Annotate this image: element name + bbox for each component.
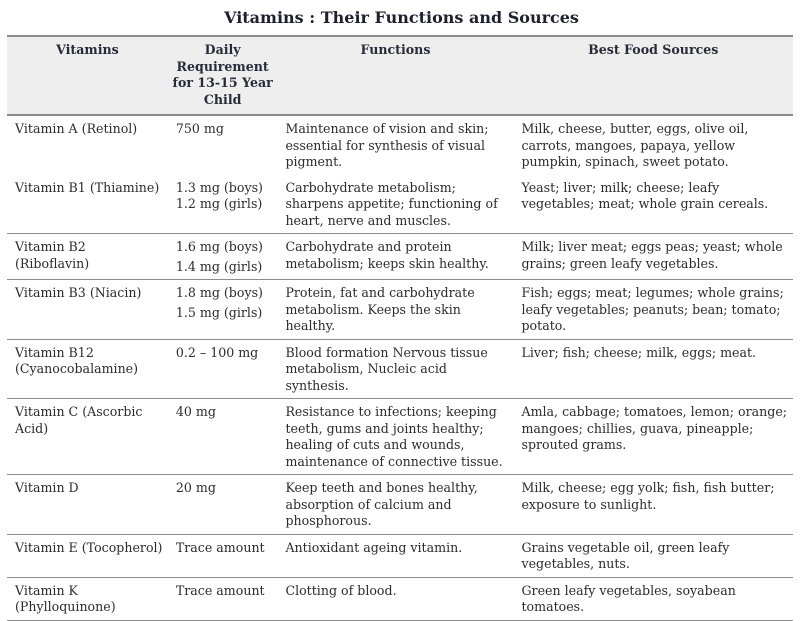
- requirement-cell: 0.2 – 100 mg: [168, 339, 278, 399]
- table-header-row: Vitamins Daily Requirement for 13-15 Yea…: [7, 36, 793, 115]
- sources-cell: Milk; liver meat; eggs peas; yeast; whol…: [521, 239, 783, 271]
- page-title: Vitamins : Their Functions and Sources: [224, 8, 579, 27]
- table-row: Vitamin C (Ascorbic Acid) 40 mg Resistance…: [7, 399, 793, 475]
- table-row: Vitamin A (Retinol) 750 mg Maintenance of …: [7, 115, 793, 175]
- requirement-value: 20 mg: [175, 480, 216, 495]
- requirement-cell: 750 mg: [168, 115, 278, 175]
- vitamin-name-cell: Vitamin D: [15, 480, 79, 495]
- header-sources: Best Food Sources: [588, 42, 719, 57]
- requirement-value: Trace amount: [175, 539, 265, 555]
- sources-cell: Milk, cheese; egg yolk; fish, fish butte…: [521, 480, 775, 512]
- requirement-value: 0.2 – 100 mg: [175, 344, 259, 360]
- requirement-cell: Trace amount: [168, 534, 278, 577]
- requirement-cell: 20 mg: [168, 475, 278, 535]
- table-row: Vitamin E (Tocopherol) Trace amount Antiox…: [7, 534, 793, 577]
- sources-cell: Green leafy vegetables, soyabean tomatoe…: [521, 582, 736, 615]
- sources-cell: Amla, cabbage; tomatoes, lemon; orange; …: [521, 404, 788, 452]
- functions-cell: Resistance to infections; keeping teeth,…: [285, 404, 503, 469]
- vitamin-name-cell: Vitamin E (Tocopherol): [15, 539, 163, 555]
- requirement-value: 1.6 mg (boys): [175, 239, 263, 254]
- requirement-value: 1.3 mg (boys): [175, 179, 263, 195]
- requirement-value: 1.8 mg (boys): [175, 285, 263, 300]
- requirement-cell: 40 mg: [168, 399, 278, 475]
- requirement-value: Trace amount: [175, 582, 265, 598]
- table-row: Vitamin B3 (Niacin) 1.8 mg (boys) 1.5 mg (…: [7, 280, 793, 340]
- vitamin-name-cell: Vitamin A (Retinol): [15, 121, 138, 136]
- header-requirement: Daily Requirement for 13-15 Year Child: [172, 42, 273, 107]
- vitamins-table: Vitamins Daily Requirement for 13-15 Yea…: [7, 35, 793, 621]
- vitamin-name-cell: Vitamin B1 (Thiamine): [15, 179, 160, 195]
- vitamin-name-cell: Vitamin C (Ascorbic Acid): [15, 404, 143, 436]
- vitamin-name-cell: Vitamin B12 (Cyanocobalamine): [15, 344, 139, 377]
- table-row: Vitamin K (Phylloquinone) Trace amount Clo…: [7, 577, 793, 620]
- functions-cell: Blood formation Nervous tissue metabolis…: [285, 344, 488, 393]
- sources-cell: Fish; eggs; meat; legumes; whole grains;…: [521, 285, 784, 333]
- requirement-cell: 1.3 mg (boys) 1.2 mg (girls): [168, 175, 278, 234]
- sources-cell: Yeast; liver; milk; cheese; leafy vegeta…: [521, 179, 769, 212]
- table-row: Vitamin B2 (Riboflavin) 1.6 mg (boys) 1.4 …: [7, 234, 793, 280]
- sources-cell: Grains vegetable oil, green leafy vegeta…: [521, 539, 730, 572]
- vitamin-name-cell: Vitamin B2 (Riboflavin): [15, 239, 90, 271]
- sources-cell: Milk, cheese, butter, eggs, olive oil, c…: [521, 121, 749, 169]
- header-functions: Functions: [360, 42, 431, 57]
- vitamin-name-cell: Vitamin B3 (Niacin): [15, 285, 142, 300]
- requirement-value: 1.5 mg (girls): [175, 304, 263, 320]
- functions-cell: Carbohydrate and protein metabolism; kee…: [285, 239, 489, 271]
- requirement-cell: Trace amount: [168, 577, 278, 620]
- requirement-cell: 1.8 mg (boys) 1.5 mg (girls): [168, 280, 278, 340]
- functions-cell: Protein, fat and carbohydrate metabolism…: [285, 285, 475, 333]
- requirement-cell: 1.6 mg (boys) 1.4 mg (girls): [168, 234, 278, 280]
- table-row: Vitamin D 20 mg Keep teeth and bones healt…: [7, 475, 793, 535]
- table-body: Vitamin A (Retinol) 750 mg Maintenance of …: [7, 115, 793, 620]
- requirement-value: 1.2 mg (girls): [175, 196, 263, 211]
- functions-cell: Maintenance of vision and skin; essentia…: [285, 121, 489, 169]
- functions-cell: Clotting of blood.: [285, 582, 397, 598]
- table-row: Vitamin B1 (Thiamine) 1.3 mg (boys) 1.2 mg…: [7, 175, 793, 234]
- requirement-value: 750 mg: [175, 121, 224, 136]
- table-row: Vitamin B12 (Cyanocobalamine) 0.2 – 100 m…: [7, 339, 793, 399]
- sources-cell: Liver; fish; cheese; milk, eggs; meat.: [521, 344, 757, 360]
- requirement-value: 1.4 mg (girls): [175, 258, 263, 274]
- functions-cell: Carbohydrate metabolism; sharpens appeti…: [285, 179, 498, 228]
- header-vitamins: Vitamins: [56, 42, 119, 57]
- functions-cell: Antioxidant ageing vitamin.: [285, 539, 463, 555]
- requirement-value: 40 mg: [175, 404, 216, 419]
- functions-cell: Keep teeth and bones healthy, absorption…: [285, 480, 478, 528]
- vitamin-name-cell: Vitamin K (Phylloquinone): [15, 582, 116, 615]
